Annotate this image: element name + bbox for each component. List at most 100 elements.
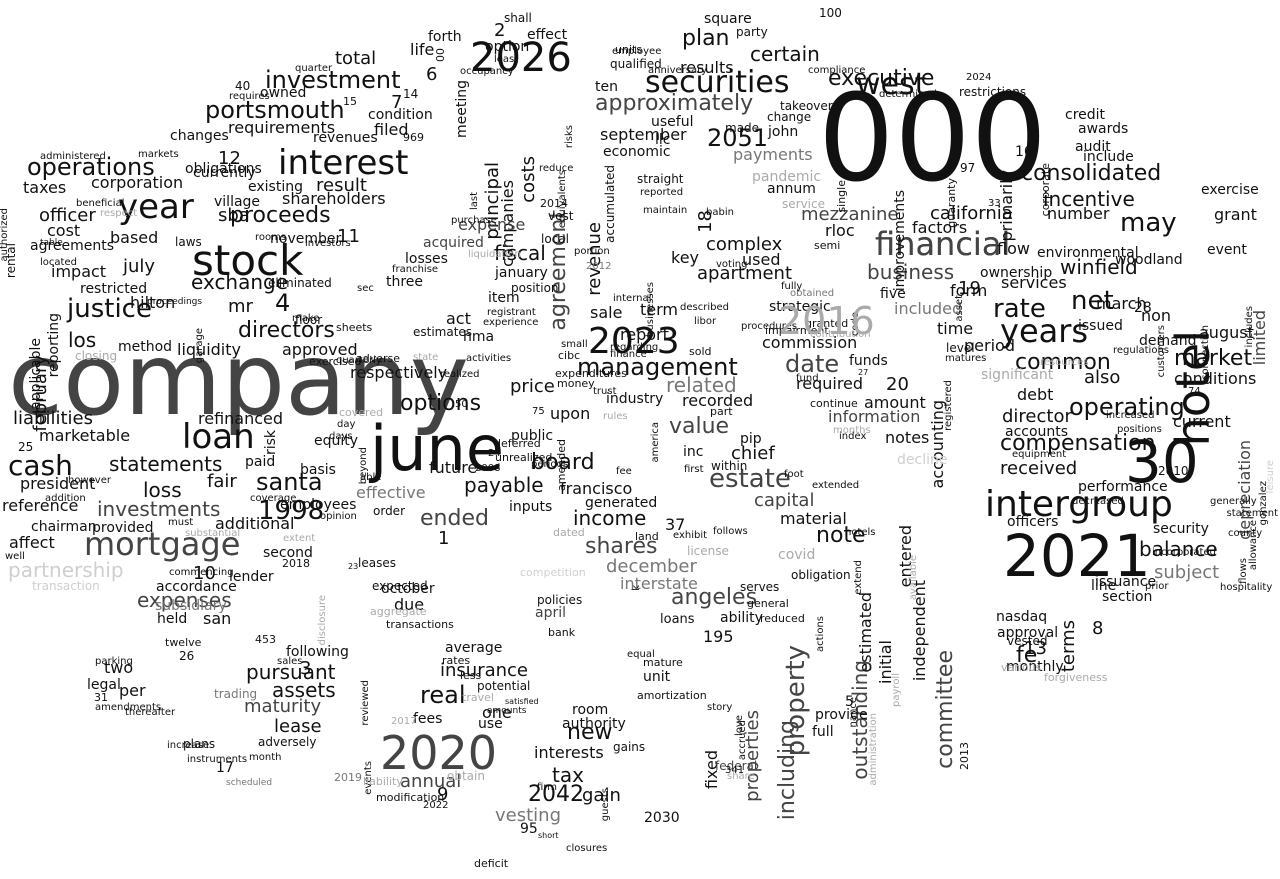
word-position: position xyxy=(511,281,559,295)
word-experience: experience xyxy=(483,317,539,328)
word-per: per xyxy=(119,681,146,700)
word-justice: justice xyxy=(67,294,152,324)
word-revenue: revenue xyxy=(584,222,605,296)
word-chairman: chairman xyxy=(31,519,97,535)
word-2019: 2019 xyxy=(334,771,362,784)
word-meeting: meeting xyxy=(454,80,470,139)
word-time: time xyxy=(937,319,974,338)
word-obtained: obtained xyxy=(790,288,835,299)
word-table: table xyxy=(40,238,63,248)
word-travel: travel xyxy=(462,691,494,704)
word-market: market xyxy=(1174,346,1253,371)
word-approval: approval xyxy=(997,625,1059,641)
word-3: 3 xyxy=(300,658,312,679)
word-less: less xyxy=(460,669,482,682)
word-liability: liability xyxy=(363,775,403,788)
word-estimates: estimates xyxy=(413,325,473,339)
word-part: part xyxy=(710,405,733,418)
word-service: service xyxy=(782,197,825,211)
word-incentive: incentive xyxy=(1043,187,1135,211)
word-security: security xyxy=(1153,521,1209,537)
word-expense: expense xyxy=(458,215,526,234)
word-2010: 2010 xyxy=(1158,464,1189,478)
word-term: term xyxy=(640,300,678,319)
word-california: california xyxy=(930,203,1013,224)
word-future: future xyxy=(429,458,478,477)
word-board: board xyxy=(531,450,595,475)
word-exercise: exercise xyxy=(1201,182,1259,198)
word-453: 453 xyxy=(255,633,276,646)
word-lease: lease xyxy=(274,716,322,737)
word-change: change xyxy=(767,110,812,124)
word-15: 15 xyxy=(343,95,357,108)
word-officers: officers xyxy=(1007,514,1059,530)
word-quarterly: quarterly xyxy=(336,355,382,366)
word-18: 18 xyxy=(695,210,716,233)
word-average: average xyxy=(445,640,503,656)
word-result: result xyxy=(316,175,367,196)
word-registrant: registrant xyxy=(487,307,536,318)
word-mezzanine: mezzanine xyxy=(801,204,899,225)
word-restricted: restricted xyxy=(80,281,148,297)
word-fees: fees xyxy=(413,711,443,727)
word-30: 30 xyxy=(1125,428,1199,496)
word-party: party xyxy=(736,25,768,39)
word-available: available xyxy=(908,555,919,601)
word-options: options xyxy=(400,391,482,416)
word-two: two xyxy=(104,658,134,677)
word-received: received xyxy=(1000,458,1078,479)
word-transactions: transactions xyxy=(386,618,454,631)
word-resources: resources xyxy=(1040,357,1089,368)
word-america: america xyxy=(650,422,661,463)
word-tax: tax xyxy=(552,763,584,787)
word-trust: trust xyxy=(593,386,617,397)
word-inc: inc xyxy=(683,444,704,460)
word-inputs: inputs xyxy=(509,499,553,515)
word-closures: closures xyxy=(566,843,608,854)
word-estate: estate xyxy=(709,464,791,494)
word-2014: 2014 xyxy=(540,197,568,210)
word-continue: continue xyxy=(810,397,858,410)
word-hospitality: hospitality xyxy=(1220,582,1273,593)
word-expected: expected xyxy=(372,579,428,593)
word-respect: respect xyxy=(100,208,138,219)
word-agreements: agreements xyxy=(30,238,115,254)
word-2016: 2016 xyxy=(778,299,875,343)
word-sec: sec xyxy=(357,283,374,294)
word-transaction: transaction xyxy=(32,579,100,593)
word-quarter: quarter xyxy=(295,63,333,74)
word-west: west xyxy=(856,67,927,102)
word-also: also xyxy=(1084,367,1121,388)
word-francisco: francisco xyxy=(560,479,633,498)
word-years: years xyxy=(1000,312,1089,350)
word-aggregate: aggregate xyxy=(370,605,427,618)
word-notes: notes xyxy=(885,428,930,447)
word-positions: positions xyxy=(1117,424,1162,435)
word-exhibit: exhibit xyxy=(673,530,708,541)
word-filed: filed xyxy=(374,120,409,139)
word-liquidity: liquidity xyxy=(177,340,241,359)
word-san: san xyxy=(203,609,232,628)
word-plans: plans xyxy=(183,737,216,751)
word-75: 75 xyxy=(532,406,545,417)
word-fee: fee xyxy=(616,466,632,477)
word-gain: gain xyxy=(582,785,621,806)
word-life: life xyxy=(410,40,435,59)
word-intergroup: intergroup xyxy=(985,484,1173,525)
word-17: 17 xyxy=(216,760,234,776)
word-ended: ended xyxy=(420,506,489,531)
word-small: small xyxy=(561,339,588,350)
word-units: units xyxy=(615,43,643,56)
word-portsmouth: portsmouth xyxy=(205,96,345,124)
word-commencing: commencing xyxy=(169,567,234,578)
word-report: report xyxy=(620,325,669,344)
word-year: year xyxy=(118,187,194,227)
word-audit: audit xyxy=(1075,139,1111,155)
word-act: act xyxy=(446,309,471,328)
word-funds: funds xyxy=(849,353,888,369)
word-modification: modification xyxy=(376,791,445,804)
word-cibc: cibc xyxy=(558,349,581,362)
word-12: 12 xyxy=(218,148,241,169)
word-5: 5 xyxy=(845,694,854,710)
word-mr: mr xyxy=(228,296,253,317)
